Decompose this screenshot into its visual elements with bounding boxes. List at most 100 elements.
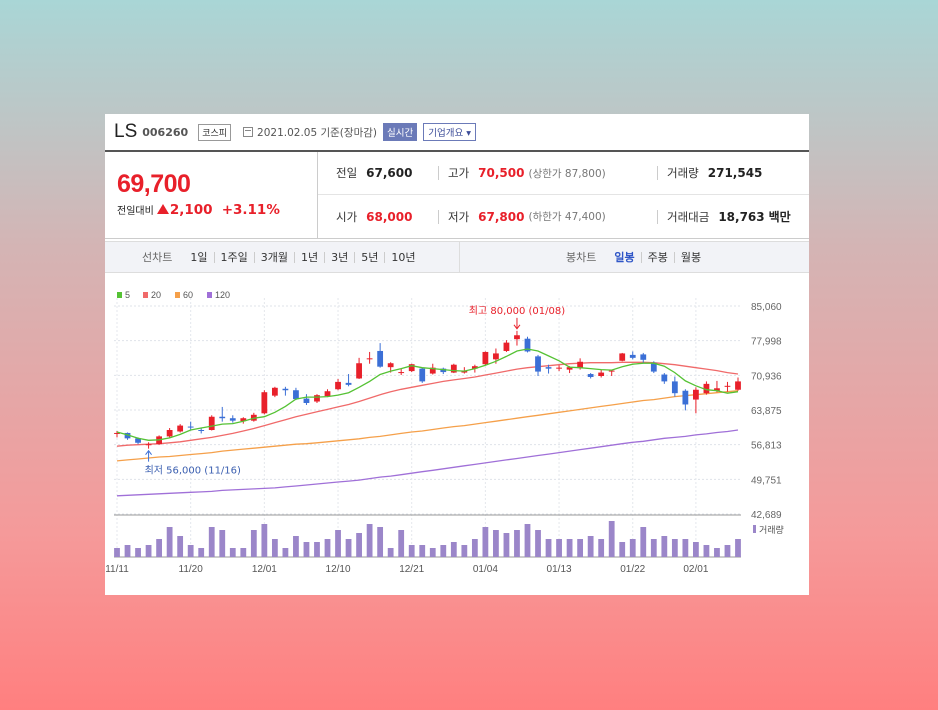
legend-swatch: [207, 292, 212, 298]
ma60-line: [116, 390, 739, 462]
market-badge: 코스피: [198, 123, 232, 141]
y-tick-label: 77,998: [751, 337, 782, 348]
volume-bar: [408, 545, 415, 557]
tab-1w[interactable]: 1주일: [213, 251, 254, 263]
volume-bar: [482, 527, 489, 557]
volume-bar: [335, 530, 341, 557]
candle: [387, 363, 394, 368]
min-arrowhead: [145, 449, 152, 455]
volume-bar: [598, 539, 605, 557]
candle: [208, 416, 215, 431]
ma120-line: [116, 429, 739, 497]
volume-bar: [440, 545, 447, 557]
volume-bar: [671, 539, 678, 557]
legend-label-120: 120: [215, 290, 230, 300]
quote-summary: 69,700 전일대비 2,100 +3.11% 전일 67,600 고가 70,…: [105, 152, 809, 239]
x-tick-label: 11/20: [179, 564, 204, 575]
high-value: 70,500: [478, 166, 525, 180]
y-tick-label: 85,060: [751, 302, 782, 313]
volume-bar: [661, 536, 668, 557]
tab-10y[interactable]: 10년: [384, 251, 421, 263]
x-tick-label: 12/01: [252, 564, 277, 575]
candle: [587, 374, 594, 377]
company-info-dropdown[interactable]: 기업개요 ▾: [423, 123, 476, 141]
candle: [682, 390, 689, 405]
x-tick-label: 02/01: [683, 564, 708, 575]
candle: [735, 381, 741, 390]
tab-daily[interactable]: 일봉: [614, 250, 635, 264]
prev-close-label: 전일: [336, 166, 358, 180]
candle: [703, 383, 710, 394]
max-arrowhead: [513, 324, 521, 330]
stock-code: 006260: [142, 125, 189, 139]
candle: [303, 398, 310, 404]
candle: [324, 391, 331, 397]
line-chart-label: 선차트: [142, 251, 173, 264]
volume-bar: [577, 539, 584, 557]
ma5-line: [116, 348, 739, 441]
volume-bar: [693, 542, 699, 557]
volume-bar: [682, 539, 689, 557]
volume-legend-swatch: [753, 525, 756, 533]
candle: [661, 374, 668, 382]
candle: [514, 335, 520, 340]
realtime-button[interactable]: 실시간: [382, 123, 418, 141]
volume-bar: [219, 530, 226, 557]
volume-bar: [345, 539, 352, 557]
volume-bar: [566, 539, 573, 557]
lower-limit: (하한가 47,400): [528, 211, 606, 223]
volume-bar: [398, 530, 405, 557]
up-triangle-icon: [156, 204, 169, 214]
candle: [524, 338, 531, 352]
high-price: 고가 70,500 (상한가 87,800): [438, 166, 657, 180]
volume-bar: [629, 539, 636, 557]
volume-bar: [419, 545, 426, 557]
candle: [608, 370, 615, 372]
amount-value: 18,763: [718, 209, 765, 224]
candle: [535, 356, 541, 372]
volume-bar: [271, 539, 278, 557]
candle: [356, 363, 362, 379]
plot-area: [114, 298, 741, 557]
candle: [714, 388, 720, 391]
candle: [187, 426, 194, 428]
candle: [261, 392, 268, 414]
candle: [398, 372, 405, 374]
candle: [240, 418, 247, 422]
volume-bar: [535, 530, 541, 557]
stock-widget: LS 006260 코스피 2021.02.05 기준(장마감) 실시간 기업개…: [105, 114, 809, 595]
legend-label-60: 60: [183, 290, 193, 300]
volume-bar: [524, 524, 531, 557]
legend-swatch: [175, 292, 180, 298]
candle-chart-label: 봉차트: [566, 251, 597, 264]
price-change: 전일대비 2,100 +3.11%: [117, 202, 317, 218]
x-tick-label: 11/11: [105, 564, 129, 575]
candle: [440, 368, 447, 373]
candle: [419, 368, 426, 382]
candle: [503, 342, 510, 351]
volume-bar: [429, 548, 436, 557]
max-annotation: 최고 80,000 (01/08): [469, 305, 565, 317]
volume-bar: [493, 530, 499, 557]
tab-weekly[interactable]: 주봉: [640, 251, 674, 263]
candle: [619, 353, 626, 361]
tab-monthly[interactable]: 월봉: [673, 251, 707, 263]
volume-bar: [282, 548, 289, 557]
low-price: 저가 67,800 (하한가 47,400): [438, 209, 657, 224]
candlestick-chart[interactable]: 85,060 77,998 70,936 63,875 56,813 49,751 42,6…: [105, 284, 809, 595]
current-price: 69,700: [117, 170, 191, 198]
upper-limit: (상한가 87,800): [528, 167, 606, 180]
tab-3y[interactable]: 3년: [324, 251, 354, 263]
tab-5y[interactable]: 5년: [354, 251, 384, 263]
candle: [640, 354, 647, 360]
candle: [429, 367, 436, 374]
candle: [166, 430, 173, 437]
tab-1y[interactable]: 1년: [294, 251, 324, 263]
high-label: 고가: [448, 166, 470, 180]
line-chart-tabs: 선차트 1일 1주일 3개월 1년 3년 5년 10년: [105, 242, 460, 272]
company-name[interactable]: LS: [114, 121, 138, 142]
tab-3m[interactable]: 3개월: [253, 251, 294, 263]
low-value: 67,800: [478, 209, 525, 224]
tab-1d[interactable]: 1일: [190, 250, 208, 264]
candle: [493, 353, 499, 360]
